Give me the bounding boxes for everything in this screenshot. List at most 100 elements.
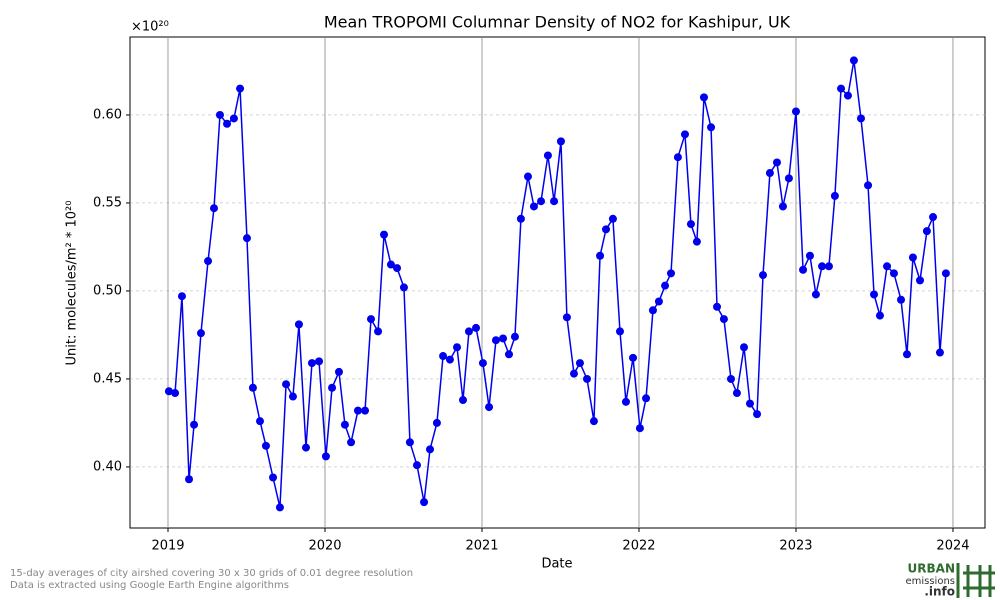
data-point (177, 292, 186, 301)
data-point (615, 327, 624, 336)
data-point (472, 323, 481, 332)
data-point (902, 350, 911, 359)
data-point (550, 197, 559, 206)
data-point (870, 290, 879, 299)
data-point (575, 359, 584, 368)
data-point (453, 343, 462, 352)
x-tick-label: 2019 (151, 539, 184, 554)
logo-text: URBAN (908, 562, 955, 576)
data-point (692, 237, 701, 246)
data-point (745, 399, 754, 408)
data-point (393, 264, 402, 273)
data-point (504, 350, 513, 359)
data-point (824, 262, 833, 271)
data-point (673, 153, 682, 162)
data-point (916, 276, 925, 285)
data-point (209, 204, 218, 213)
data-point (288, 392, 297, 401)
data-point (759, 271, 768, 280)
data-point (529, 202, 538, 211)
data-point (464, 327, 473, 336)
footnote: Data is extracted using Google Earth Eng… (10, 580, 289, 591)
data-point (261, 441, 270, 450)
data-point (661, 281, 670, 290)
data-point (204, 257, 213, 266)
logo-mark (956, 563, 995, 598)
plot-frame (129, 36, 986, 529)
y-axis-label: Unit: molecules/m² * 10²⁰ (65, 201, 80, 366)
data-point (294, 320, 303, 329)
data-point (315, 357, 324, 366)
data-point (426, 445, 435, 454)
data-point (699, 93, 708, 102)
data-point (784, 174, 793, 183)
data-point (707, 123, 716, 132)
data-point (843, 91, 852, 100)
y-tick-label: 0.60 (93, 107, 122, 122)
data-point (753, 410, 762, 419)
data-point (223, 119, 232, 128)
data-point (726, 374, 735, 383)
data-point (602, 225, 611, 234)
data-point (171, 389, 180, 398)
data-point (849, 56, 858, 65)
data-point (680, 130, 689, 139)
data-point (608, 214, 617, 223)
data-point (478, 359, 487, 368)
x-tick-label: 2020 (308, 539, 341, 554)
data-point (569, 369, 578, 378)
y-tick-label: 0.50 (93, 283, 122, 298)
data-point (164, 387, 173, 396)
x-tick-label: 2023 (779, 539, 812, 554)
logo-text: .info (924, 585, 955, 599)
data-point (374, 327, 383, 336)
data-point (889, 269, 898, 278)
data-point (537, 197, 546, 206)
data-point (713, 302, 722, 311)
data-point (629, 353, 638, 362)
data-point (596, 251, 605, 260)
data-point (380, 230, 389, 239)
y-tick-label: 0.40 (93, 459, 122, 474)
data-point (215, 110, 224, 119)
data-point (864, 181, 873, 190)
data-point (635, 424, 644, 433)
data-point (275, 503, 284, 512)
data-point (740, 343, 749, 352)
data-point (621, 397, 630, 406)
data-point (420, 498, 429, 507)
data-point (778, 202, 787, 211)
data-point (242, 234, 251, 243)
data-point (340, 420, 349, 429)
data-point (642, 394, 651, 403)
y-tick-label: 0.55 (93, 195, 122, 210)
data-point (491, 336, 500, 345)
data-point (361, 406, 370, 415)
data-point (929, 213, 938, 222)
data-point (485, 403, 494, 412)
data-point (589, 417, 598, 426)
data-point (719, 315, 728, 324)
data-point (556, 137, 565, 146)
data-point (353, 406, 362, 415)
data-point (412, 461, 421, 470)
data-point (458, 396, 467, 405)
data-point (791, 107, 800, 116)
data-point (772, 158, 781, 167)
data-point (510, 332, 519, 341)
data-point (523, 172, 532, 181)
data-point (405, 438, 414, 447)
data-point (516, 214, 525, 223)
data-point (347, 438, 356, 447)
x-tick-label: 2021 (465, 539, 498, 554)
data-point (941, 269, 950, 278)
data-point (667, 269, 676, 278)
data-point (439, 352, 448, 361)
data-point (686, 220, 695, 229)
data-line (168, 60, 947, 508)
y-offset-label: ×10²⁰ (131, 20, 169, 35)
data-point (399, 283, 408, 292)
data-point (255, 417, 264, 426)
